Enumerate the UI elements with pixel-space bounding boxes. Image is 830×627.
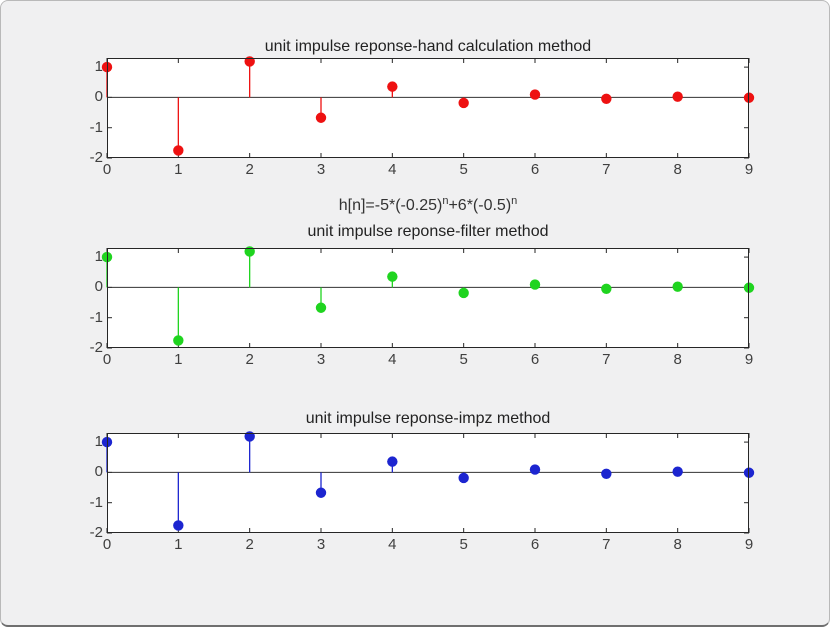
x-tick-label: 7 — [602, 536, 611, 553]
x-tick-label: 1 — [174, 351, 183, 368]
y-tick-label: -2 — [89, 149, 103, 166]
y-tick-label: 1 — [94, 433, 103, 451]
x-tick-label: 3 — [316, 351, 326, 368]
x-tick-label: 0 — [102, 161, 112, 178]
stem-marker — [387, 456, 398, 467]
x-tick-label: 6 — [530, 351, 540, 368]
y-tick-label: 0 — [94, 463, 103, 481]
x-tick-label: 2 — [245, 161, 254, 178]
x-tick-label: 9 — [744, 351, 754, 368]
stem-marker — [315, 112, 327, 123]
y-tick-label: 1 — [94, 248, 103, 266]
stem-marker — [458, 472, 469, 484]
x-tick-label: 5 — [459, 351, 468, 368]
axes-impz-method — [101, 431, 755, 534]
x-tick-label: 8 — [673, 536, 682, 553]
stem-marker — [244, 246, 255, 257]
stem-plot-svg — [101, 56, 755, 159]
formula-exp1: n — [442, 195, 449, 207]
x-tick-label: 6 — [530, 161, 540, 178]
axes-border — [107, 248, 749, 348]
x-tick-label: 8 — [673, 351, 682, 368]
stem-marker — [173, 145, 184, 156]
stem-marker — [672, 466, 683, 477]
axes-border — [107, 433, 749, 533]
stem-marker — [529, 279, 541, 290]
stem-plot-svg — [101, 246, 755, 349]
formula-base1: h[n]=-5*(-0.25) — [338, 197, 443, 214]
plot-title-filter-method: unit impulse reponse-filter method — [307, 223, 549, 240]
x-tick-label: 0 — [102, 351, 112, 368]
x-tick-label: 2 — [245, 351, 254, 368]
plot-title-impz-method: unit impulse reponse-impz method — [305, 410, 551, 427]
axes-hand-calculation — [101, 56, 755, 159]
axes-filter-method — [101, 246, 755, 349]
y-tick-label: 0 — [94, 88, 103, 106]
stem-marker — [601, 468, 612, 480]
stem-marker — [672, 91, 683, 102]
stem-marker — [244, 431, 255, 442]
x-tick-label: 3 — [316, 536, 326, 553]
x-tick-label: 9 — [744, 161, 754, 178]
stem-plot-svg — [101, 431, 755, 534]
x-tick-label: 0 — [102, 536, 112, 553]
x-tick-label: 3 — [316, 161, 326, 178]
stem-marker — [315, 302, 327, 313]
y-tick-label: 0 — [94, 278, 103, 296]
x-tick-label: 5 — [459, 161, 468, 178]
stem-marker — [601, 283, 612, 295]
stem-marker — [529, 464, 541, 475]
x-tick-label: 4 — [388, 161, 397, 178]
x-tick-label: 7 — [602, 161, 611, 178]
y-tick-label: 1 — [94, 58, 103, 76]
formula-base2: +6*(-0.5) — [448, 197, 512, 214]
stem-marker — [529, 89, 541, 100]
x-tick-label: 8 — [673, 161, 682, 178]
x-tick-label: 4 — [388, 536, 397, 553]
formula-xlabel: h[n]=-5*(-0.25)n+6*(-0.5)n — [107, 191, 749, 216]
y-tick-label: -1 — [89, 308, 103, 326]
stem-marker — [387, 271, 398, 282]
y-tick-label: -2 — [89, 524, 103, 541]
axes-border — [107, 58, 749, 158]
y-tick-label: -1 — [89, 493, 103, 511]
x-tick-label: 1 — [174, 161, 183, 178]
x-tick-label: 4 — [388, 351, 397, 368]
formula-exp2: n — [511, 195, 518, 207]
stem-marker — [315, 487, 327, 498]
plot-title-hand-calculation: unit impulse reponse-hand calculation me… — [264, 38, 592, 55]
axes-background — [107, 58, 749, 158]
stem-marker — [458, 287, 469, 299]
stem-marker — [672, 281, 683, 292]
axes-background — [107, 433, 749, 533]
stem-marker — [173, 520, 184, 531]
x-tick-label: 6 — [530, 536, 540, 553]
axes-background — [107, 248, 749, 348]
stem-marker — [387, 81, 398, 92]
y-tick-label: -1 — [89, 118, 103, 136]
x-tick-label: 9 — [744, 536, 754, 553]
stem-marker — [601, 93, 612, 105]
x-tick-label: 5 — [459, 536, 468, 553]
stem-marker — [244, 56, 255, 67]
stem-marker — [173, 335, 184, 346]
x-tick-label: 1 — [174, 536, 183, 553]
stem-marker — [458, 97, 469, 109]
x-tick-label: 2 — [245, 536, 254, 553]
x-tick-label: 7 — [602, 351, 611, 368]
y-tick-label: -2 — [89, 339, 103, 356]
